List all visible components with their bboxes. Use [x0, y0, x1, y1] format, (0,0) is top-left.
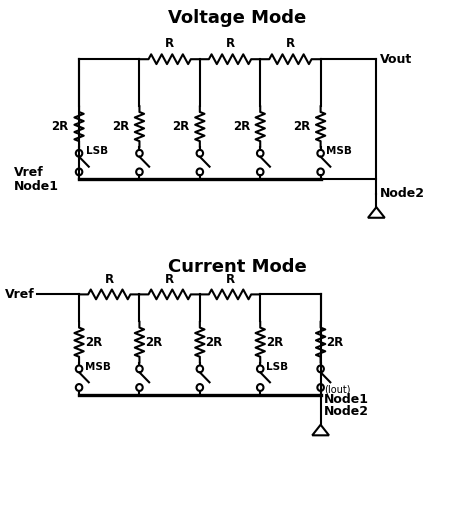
Text: MSB: MSB [326, 146, 352, 156]
Text: Node2: Node2 [380, 188, 425, 200]
Text: LSB: LSB [86, 146, 108, 156]
Text: Node2: Node2 [324, 404, 369, 418]
Text: Vref: Vref [14, 166, 44, 179]
Text: Node1: Node1 [14, 180, 59, 192]
Text: 2R: 2R [173, 120, 190, 133]
Text: 2R: 2R [266, 335, 283, 349]
Text: R: R [105, 272, 114, 286]
Text: Current Mode: Current Mode [168, 259, 306, 277]
Text: (Iout): (Iout) [324, 385, 350, 395]
Text: Vout: Vout [380, 52, 412, 66]
Text: Vref: Vref [5, 288, 35, 301]
Text: 2R: 2R [52, 120, 69, 133]
Text: MSB: MSB [85, 362, 110, 372]
Text: R: R [226, 272, 235, 286]
Text: R: R [165, 38, 174, 50]
Text: R: R [226, 38, 235, 50]
Text: 2R: 2R [205, 335, 223, 349]
Text: R: R [286, 38, 295, 50]
Text: 2R: 2R [85, 335, 102, 349]
Text: 2R: 2R [293, 120, 310, 133]
Text: 2R: 2R [326, 335, 344, 349]
Text: R: R [165, 272, 174, 286]
Text: Voltage Mode: Voltage Mode [168, 8, 306, 26]
Text: 2R: 2R [233, 120, 250, 133]
Text: LSB: LSB [266, 362, 288, 372]
Text: 2R: 2R [145, 335, 162, 349]
Text: 2R: 2R [112, 120, 129, 133]
Text: Node1: Node1 [324, 393, 369, 407]
